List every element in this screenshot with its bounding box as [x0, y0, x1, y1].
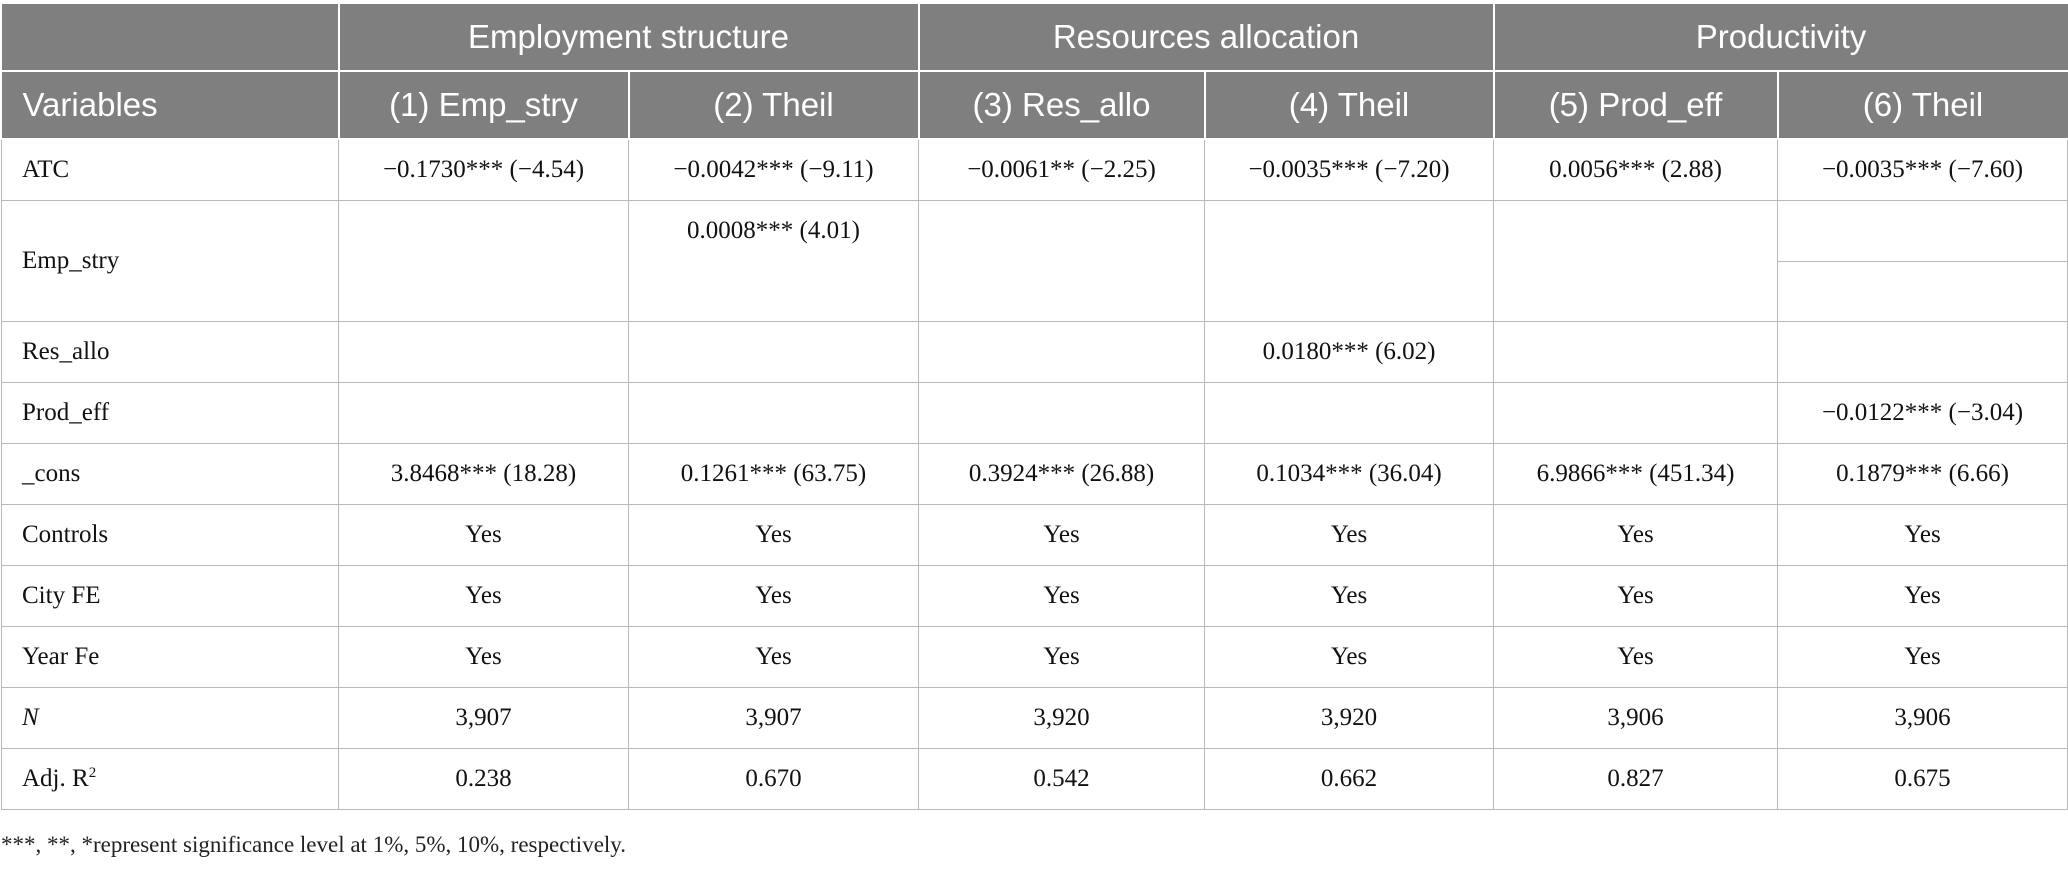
table-cell: 0.542: [918, 748, 1206, 810]
table-cell: Yes: [1777, 626, 2068, 688]
group-header-productivity: Productivity: [1493, 4, 2068, 72]
table-cell: Yes: [1493, 504, 1779, 566]
table-cell: Yes: [1493, 626, 1779, 688]
table-cell: 0.0180*** (6.02): [1204, 321, 1495, 383]
table-cell: [1493, 321, 1779, 383]
table-cell: −0.1730*** (−4.54): [338, 138, 629, 201]
table-cell: Yes: [1204, 626, 1495, 688]
table-cell: −0.0122*** (−3.04): [1777, 382, 2068, 444]
group-header-employment-structure: Employment structure: [338, 4, 920, 72]
row-label: Res_allo: [1, 321, 339, 383]
table-cell: Yes: [918, 626, 1206, 688]
table-cell: [1777, 321, 2068, 383]
table-cell: 0.3924*** (26.88): [918, 443, 1206, 505]
table-row-controls: Controls Yes Yes Yes Yes Yes Yes: [1, 504, 2068, 566]
row-label: _cons: [1, 443, 339, 505]
table-cell: 3,906: [1493, 687, 1779, 749]
group-header-blank: [1, 4, 340, 72]
table-cell: −0.0042*** (−9.11): [627, 138, 920, 201]
table-cell: [1493, 382, 1779, 444]
table-cell: [338, 200, 629, 322]
column-header-3: (3) Res_allo: [918, 71, 1206, 140]
table-cell: 3.8468*** (18.28): [338, 443, 629, 505]
table-row-cons: _cons 3.8468*** (18.28) 0.1261*** (63.75…: [1, 443, 2068, 505]
table-cell: 3,907: [338, 687, 629, 749]
table-cell: −0.0035*** (−7.60): [1777, 138, 2068, 201]
table-row-n: N 3,907 3,907 3,920 3,920 3,906 3,906: [1, 687, 2068, 749]
row-label: Controls: [1, 504, 339, 566]
table-cell-split: [1777, 200, 2068, 322]
table-cell: [918, 200, 1206, 322]
table-cell: Yes: [627, 626, 920, 688]
column-header-variables: Variables: [1, 71, 340, 140]
row-label: N: [1, 687, 339, 749]
table-cell: 0.1034*** (36.04): [1204, 443, 1495, 505]
table-cell: [918, 321, 1206, 383]
table-row-atc: ATC −0.1730*** (−4.54) −0.0042*** (−9.11…: [1, 138, 2068, 201]
column-header-6: (6) Theil: [1777, 71, 2068, 140]
table-cell: 3,920: [918, 687, 1206, 749]
regression-table: Employment structure Resources allocatio…: [1, 4, 2068, 810]
regression-table-container: Employment structure Resources allocatio…: [1, 4, 2068, 810]
table-cell: −0.0035*** (−7.20): [1204, 138, 1495, 201]
table-cell: 6.9866*** (451.34): [1493, 443, 1779, 505]
table-cell: 0.0008*** (4.01): [627, 200, 920, 322]
table-cell: Yes: [918, 504, 1206, 566]
table-footnote: ***, **, *represent significance level a…: [1, 832, 627, 857]
table-row-city-fe: City FE Yes Yes Yes Yes Yes Yes: [1, 565, 2068, 627]
table-cell: 0.675: [1777, 748, 2068, 810]
table-cell: Yes: [338, 565, 629, 627]
table-cell: [627, 321, 920, 383]
table-cell: −0.0061** (−2.25): [918, 138, 1206, 201]
table-cell: Yes: [627, 504, 920, 566]
table-cell: 0.0056*** (2.88): [1493, 138, 1779, 201]
table-cell: 3,907: [627, 687, 920, 749]
table-cell: 3,920: [1204, 687, 1495, 749]
row-label: ATC: [1, 138, 339, 201]
table-row-year-fe: Year Fe Yes Yes Yes Yes Yes Yes: [1, 626, 2068, 688]
column-header-5: (5) Prod_eff: [1493, 71, 1779, 140]
table-cell: [338, 382, 629, 444]
table-row-adj-r2: Adj. R2 0.238 0.670 0.542 0.662 0.827 0.…: [1, 748, 2068, 810]
table-cell: [1204, 200, 1495, 322]
table-cell: Yes: [1204, 565, 1495, 627]
table-cell: Yes: [1777, 504, 2068, 566]
column-header-row: Variables (1) Emp_stry (2) Theil (3) Res…: [1, 71, 2068, 140]
table-cell: Yes: [338, 504, 629, 566]
table-cell: 0.827: [1493, 748, 1779, 810]
table-cell: Yes: [918, 565, 1206, 627]
group-header-row: Employment structure Resources allocatio…: [1, 4, 2068, 72]
row-label: Prod_eff: [1, 382, 339, 444]
table-cell: [1204, 382, 1495, 444]
table-cell: 0.1261*** (63.75): [627, 443, 920, 505]
table-cell: Yes: [1777, 565, 2068, 627]
table-cell: Yes: [1493, 565, 1779, 627]
table-cell: 0.1879*** (6.66): [1777, 443, 2068, 505]
table-row-prod-eff: Prod_eff −0.0122*** (−3.04): [1, 382, 2068, 444]
table-cell: [1493, 200, 1779, 322]
row-label-adj-r2: Adj. R2: [1, 748, 339, 810]
table-cell: 0.670: [627, 748, 920, 810]
table-cell: [918, 382, 1206, 444]
table-cell: 0.662: [1204, 748, 1495, 810]
column-header-1: (1) Emp_stry: [338, 71, 630, 140]
table-cell: [627, 382, 920, 444]
table-row-res-allo: Res_allo 0.0180*** (6.02): [1, 321, 2068, 383]
column-header-4: (4) Theil: [1204, 71, 1495, 140]
column-header-2: (2) Theil: [628, 71, 920, 140]
row-label: City FE: [1, 565, 339, 627]
superscript: 2: [88, 765, 97, 781]
group-header-resources-allocation: Resources allocation: [918, 4, 1495, 72]
table-row-emp-stry: Emp_stry 0.0008*** (4.01): [1, 200, 2068, 322]
table-cell: Yes: [1204, 504, 1495, 566]
row-label: Year Fe: [1, 626, 339, 688]
table-cell: 3,906: [1777, 687, 2068, 749]
table-cell: [338, 321, 629, 383]
table-cell: Yes: [627, 565, 920, 627]
table-cell: [1778, 201, 2068, 262]
table-cell: 0.238: [338, 748, 629, 810]
row-label: Adj. R: [22, 765, 89, 792]
table-cell: Yes: [338, 626, 629, 688]
row-label: Emp_stry: [1, 200, 339, 322]
